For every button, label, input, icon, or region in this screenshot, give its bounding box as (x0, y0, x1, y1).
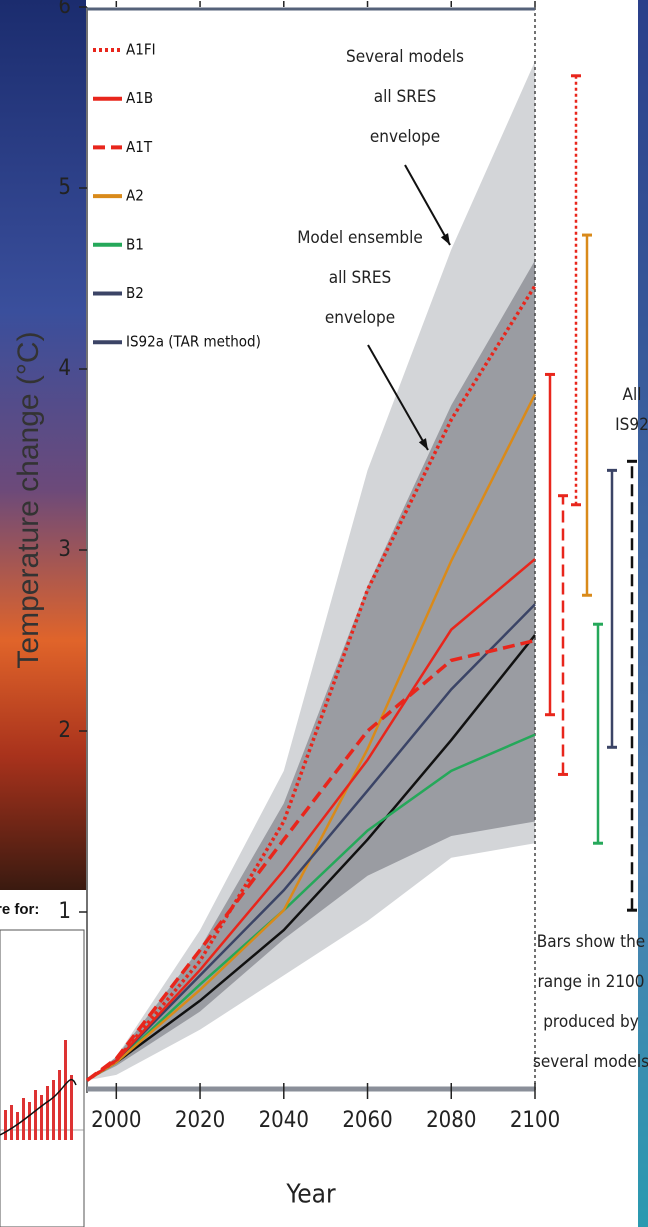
y-tick-label: 2 (58, 718, 71, 743)
y-axis-label: Temperature change (°C) (12, 331, 45, 668)
range-label: IS92 (615, 415, 648, 435)
y-tick-label: 5 (58, 175, 71, 200)
bars-note: produced by (543, 1012, 639, 1032)
x-axis-label: Year (285, 1180, 336, 1210)
y-tick-label: 1 (58, 899, 71, 924)
y-tick-label: 6 (58, 0, 71, 19)
legend-label: A1FI (126, 41, 156, 59)
x-tick-label: 2020 (175, 1108, 225, 1133)
bars-note: range in 2100 (537, 972, 644, 992)
legend-label: A1T (126, 138, 153, 156)
annotation-arrow (367, 344, 429, 451)
annotation-arrow (404, 164, 451, 246)
series-line (86, 284, 537, 1082)
legend-label: B2 (126, 284, 144, 302)
legend-label: A1B (126, 89, 153, 107)
arrow-head (418, 438, 428, 450)
y-tick-label: 3 (58, 537, 71, 562)
envelope-area (87, 260, 535, 1081)
annotation: all SRES (329, 268, 391, 288)
legend-label: A2 (126, 187, 144, 205)
x-tick-label: 2040 (259, 1108, 309, 1133)
annotation: Model ensemble (297, 228, 423, 248)
inset-chart (0, 929, 85, 1227)
x-tick-label: 2060 (342, 1108, 392, 1133)
legend-label: B1 (126, 235, 144, 253)
legend-label: IS92a (TAR method) (126, 333, 261, 351)
annotation: Several models (346, 47, 464, 67)
annotation: all SRES (374, 87, 436, 107)
background-text: re for: (0, 901, 39, 918)
annotation: envelope (370, 127, 440, 147)
range-label: All (623, 385, 642, 405)
x-tick-label: 2100 (510, 1108, 560, 1133)
background-edge (638, 0, 648, 1227)
bars-note: Bars show the (537, 932, 645, 952)
x-tick-label: 2000 (91, 1108, 141, 1133)
series-line (86, 558, 536, 1082)
y-tick-label: 4 (58, 356, 71, 381)
series-line (86, 393, 537, 1082)
bars-note: several models (533, 1052, 648, 1072)
background-photo (0, 0, 86, 890)
annotation: envelope (325, 308, 395, 328)
x-tick-label: 2080 (426, 1108, 476, 1133)
arrow-head (440, 233, 450, 245)
